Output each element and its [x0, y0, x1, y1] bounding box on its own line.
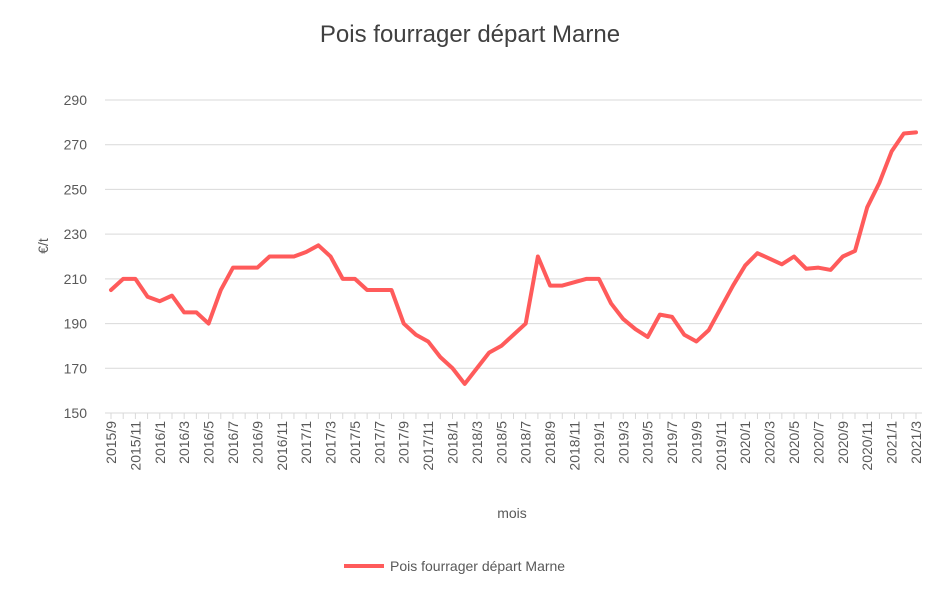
- x-tick-label: 2018/11: [566, 421, 582, 471]
- x-axis-label: mois: [497, 505, 527, 521]
- x-tick-label: 2017/5: [347, 421, 363, 464]
- x-tick-label: 2019/1: [591, 421, 607, 464]
- x-tick-label: 2019/3: [615, 421, 631, 464]
- x-tick-label: 2016/1: [152, 421, 168, 464]
- chart-title: Pois fourrager départ Marne: [320, 21, 620, 48]
- x-tick-label: 2019/9: [688, 421, 704, 464]
- line-series: [109, 130, 918, 386]
- x-tick-label: 2016/3: [176, 421, 192, 464]
- y-tick-label: 170: [64, 360, 88, 376]
- x-tick-label: 2017/3: [323, 421, 339, 464]
- x-tick-label: 2017/1: [298, 421, 314, 464]
- x-tick-label: 2019/11: [713, 421, 729, 471]
- legend-label: Pois fourrager départ Marne: [390, 558, 565, 574]
- x-tick-label: 2019/7: [664, 421, 680, 464]
- x-tick-label: 2021/1: [884, 421, 900, 464]
- x-tick-label: 2021/3: [908, 421, 924, 464]
- y-axis-label: €/t: [35, 238, 51, 254]
- x-tick-label: 2015/9: [103, 421, 119, 464]
- x-tick-label: 2020/3: [762, 421, 778, 464]
- x-tick-label: 2020/9: [835, 421, 851, 464]
- x-tick-label: 2020/7: [810, 421, 826, 464]
- x-tick-label: 2018/7: [518, 421, 534, 464]
- x-tick-label: 2020/5: [786, 421, 802, 464]
- x-tick-label: 2016/5: [201, 421, 217, 464]
- y-tick-label: 250: [64, 181, 88, 197]
- x-tick-label: 2017/7: [371, 421, 387, 464]
- x-tick-label: 2018/3: [469, 421, 485, 464]
- x-tick-label: 2018/5: [493, 421, 509, 464]
- x-tick-label: 2018/1: [445, 421, 461, 464]
- x-tick-label: 2016/11: [274, 421, 290, 471]
- x-tick-label: 2020/1: [737, 421, 753, 464]
- x-tick-label: 2018/9: [542, 421, 558, 464]
- y-tick-label: 230: [64, 226, 88, 242]
- y-tick-label: 270: [64, 137, 88, 153]
- y-tick-label: 150: [64, 405, 88, 421]
- x-tick-label: 2020/11: [859, 421, 875, 471]
- y-tick-label: 210: [64, 271, 88, 287]
- x-tick-label: 2016/9: [249, 421, 265, 464]
- x-tick-label: 2015/11: [127, 421, 143, 471]
- x-tick-label: 2017/11: [420, 421, 436, 471]
- x-tick-label: 2019/5: [640, 421, 656, 464]
- x-tick-label: 2017/9: [396, 421, 412, 464]
- x-tick-label: 2016/7: [225, 421, 241, 464]
- y-tick-label: 190: [64, 316, 88, 332]
- y-tick-label: 290: [64, 92, 88, 108]
